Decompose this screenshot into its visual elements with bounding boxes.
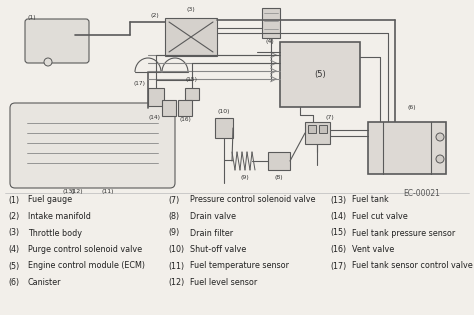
Text: (2): (2) (8, 212, 19, 221)
Bar (308, 125, 316, 133)
Bar (162, 100, 176, 116)
Text: (17): (17) (134, 82, 146, 87)
Text: (1): (1) (27, 15, 36, 20)
Text: (11): (11) (168, 261, 184, 271)
FancyBboxPatch shape (10, 103, 175, 188)
Text: (2): (2) (151, 13, 159, 18)
Text: (5): (5) (8, 261, 19, 271)
Text: (3): (3) (8, 228, 19, 238)
Text: (12): (12) (71, 188, 83, 193)
Text: (11): (11) (102, 188, 114, 193)
Text: (16): (16) (179, 117, 191, 123)
Bar (178, 100, 192, 116)
Bar (165, 18, 217, 56)
Bar (268, 152, 290, 170)
Text: Drain valve: Drain valve (190, 212, 236, 221)
Text: (6): (6) (8, 278, 19, 287)
Bar (148, 88, 164, 106)
Text: EC-00021: EC-00021 (403, 188, 440, 198)
Text: (7): (7) (168, 196, 179, 204)
Text: Fuel tank sensor control valve: Fuel tank sensor control valve (352, 261, 473, 271)
Bar (280, 42, 360, 107)
Bar (368, 122, 446, 174)
Circle shape (436, 133, 444, 141)
Text: Throttle body: Throttle body (28, 228, 82, 238)
Text: Fuel level sensor: Fuel level sensor (190, 278, 257, 287)
Text: (4): (4) (8, 245, 19, 254)
Text: (4): (4) (265, 39, 274, 44)
Text: (13): (13) (330, 196, 346, 204)
Circle shape (44, 58, 52, 66)
Text: Shut-off valve: Shut-off valve (190, 245, 246, 254)
Text: (5): (5) (314, 70, 326, 79)
Text: (9): (9) (168, 228, 179, 238)
Text: (6): (6) (408, 105, 416, 110)
Text: Fuel cut valve: Fuel cut valve (352, 212, 408, 221)
Bar (215, 118, 233, 138)
Text: (9): (9) (241, 175, 249, 180)
Text: Pressure control solenoid valve: Pressure control solenoid valve (190, 196, 316, 204)
Circle shape (436, 155, 444, 163)
Text: Fuel tank pressure sensor: Fuel tank pressure sensor (352, 228, 455, 238)
Text: (3): (3) (187, 8, 195, 13)
Text: Drain filter: Drain filter (190, 228, 233, 238)
Text: (1): (1) (8, 196, 19, 204)
Text: (15): (15) (186, 77, 198, 83)
Text: Intake manifold: Intake manifold (28, 212, 91, 221)
Text: (16): (16) (330, 245, 346, 254)
Text: (8): (8) (168, 212, 179, 221)
FancyBboxPatch shape (25, 19, 89, 63)
Text: Engine control module (ECM): Engine control module (ECM) (28, 261, 145, 271)
Text: Fuel temperature sensor: Fuel temperature sensor (190, 261, 289, 271)
Text: Fuel tank: Fuel tank (352, 196, 389, 204)
Text: (12): (12) (168, 278, 184, 287)
Text: Fuel gauge: Fuel gauge (28, 196, 72, 204)
Text: Vent valve: Vent valve (352, 245, 394, 254)
Text: (8): (8) (275, 175, 283, 180)
Bar (305, 122, 330, 144)
Text: Canister: Canister (28, 278, 62, 287)
Bar (185, 88, 199, 100)
Text: (10): (10) (218, 110, 230, 114)
Text: (13): (13) (63, 188, 75, 193)
Text: (15): (15) (330, 228, 346, 238)
Text: Purge control solenoid valve: Purge control solenoid valve (28, 245, 142, 254)
Text: (7): (7) (326, 116, 334, 121)
Text: (14): (14) (149, 116, 161, 121)
Text: (17): (17) (330, 261, 346, 271)
Text: (14): (14) (330, 212, 346, 221)
Text: (10): (10) (168, 245, 184, 254)
Bar (319, 125, 327, 133)
Bar (262, 8, 280, 38)
